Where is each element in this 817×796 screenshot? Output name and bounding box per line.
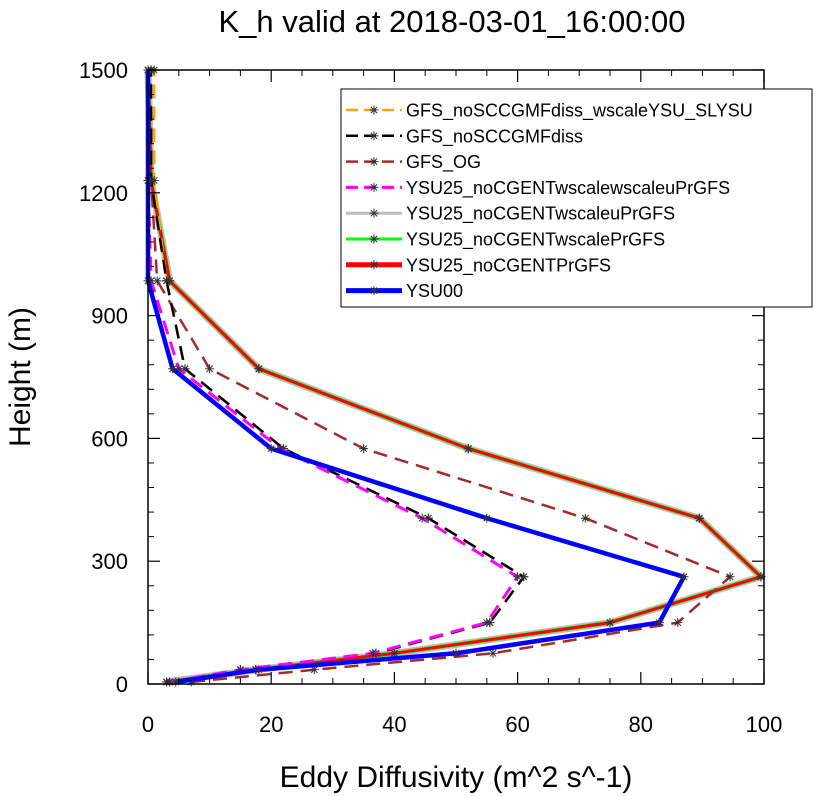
data-point-marker [389,648,399,658]
data-point-marker [513,572,523,582]
ticks-layer: 0 20 40 60 80 100 0 300 600 900 1200 1500 [79,58,782,737]
data-point-marker [488,648,498,658]
data-point-marker [254,364,264,374]
chart-title: K_h valid at 2018-03-01_16:00:00 [218,4,685,39]
x-tick-label: 20 [259,712,283,737]
y-axis-label: Height (m) [4,307,37,447]
y-tick-label: 600 [91,426,128,451]
y-tick-label: 900 [91,304,128,329]
legend-label: YSU25_noCGENTwscalePrGFS [406,230,665,251]
data-point-marker [369,208,379,218]
x-tick-label: 0 [142,712,154,737]
y-tick-label: 300 [91,549,128,574]
data-point-marker [369,182,379,192]
legend-label: YSU25_noCGENTwscaleuPrGFS [406,204,675,225]
x-axis-label: Eddy Diffusivity (m^2 s^-1) [280,761,633,794]
legend-entry: YSU25_noCGENTPrGFS [346,255,611,276]
data-point-marker [254,665,264,675]
data-point-marker [168,364,178,374]
data-point-marker [161,276,171,286]
x-tick-label: 60 [505,712,529,737]
legend-entry: GFS_noSCCGMFdiss [346,126,583,147]
data-point-marker [673,618,683,628]
data-point-marker [679,572,689,582]
y-tick-label: 1500 [79,58,128,83]
legend-entry: GFS_noSCCGMFdiss_wscaleYSU_SLYSU [346,101,753,122]
data-point-marker [725,572,735,582]
legend: GFS_noSCCGMFdiss_wscaleYSU_SLYSU GFS_noSC… [340,88,813,308]
legend-entry: YSU00 [346,281,463,301]
data-point-marker [368,648,378,658]
data-point-marker [369,131,379,141]
data-point-marker [369,157,379,167]
data-point-marker [359,444,369,454]
legend-label: YSU25_noCGENTPrGFS [406,255,611,276]
legend-label: GFS_noSCCGMFdiss_wscaleYSU_SLYSU [406,101,753,122]
x-tick-label: 80 [629,712,653,737]
data-point-marker [482,513,492,523]
legend-label: YSU00 [406,281,463,301]
legend-entry: YSU25_noCGENTwscalewscaleuPrGFS [346,178,730,199]
data-point-marker [463,444,473,454]
legend-box [340,88,813,308]
y-tick-label: 1200 [79,181,128,206]
data-point-marker [417,513,427,523]
legend-label: YSU25_noCGENTwscalewscaleuPrGFS [406,178,730,199]
data-point-marker [451,648,461,658]
data-point-marker [605,618,615,628]
legend-entry: YSU25_noCGENTwscaleuPrGFS [346,204,675,225]
data-point-marker [369,286,379,296]
legend-entry: GFS_OG [346,152,481,173]
legend-entry: YSU25_noCGENTwscalePrGFS [346,230,665,251]
legend-label: GFS_noSCCGMFdiss [406,126,583,147]
data-point-marker [694,513,704,523]
data-point-marker [369,105,379,115]
data-point-marker [756,572,766,582]
data-point-marker [369,234,379,244]
legend-label: GFS_OG [406,152,481,173]
y-tick-label: 0 [116,672,128,697]
data-point-marker [654,618,664,628]
data-point-marker [482,618,492,628]
x-tick-label: 40 [382,712,406,737]
x-tick-label: 100 [746,712,783,737]
data-point-marker [369,260,379,270]
data-point-marker [266,444,276,454]
data-point-marker [580,513,590,523]
data-point-marker [205,364,215,374]
